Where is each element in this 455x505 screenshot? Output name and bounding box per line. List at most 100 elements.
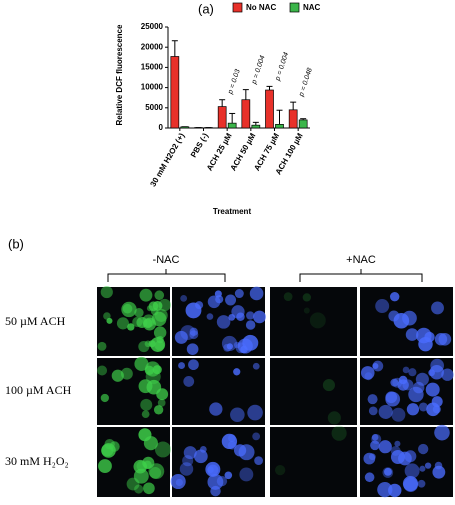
cell [143,482,155,494]
bar [276,124,284,128]
cell [209,402,222,415]
group-label: +NAC [346,254,376,266]
bar [266,90,274,128]
cell [147,380,162,395]
cell [228,434,236,442]
cell [304,308,310,314]
cell [363,453,375,465]
cell [223,344,231,352]
x-axis-label: Treatment [213,207,252,216]
cell [365,472,375,482]
bar [242,100,250,128]
cell [418,480,426,488]
cell [153,301,163,311]
cell [183,376,194,387]
cell [275,465,285,475]
cell [154,326,166,338]
y-axis-label: Relative DCF fluorescence [115,24,124,125]
cell [123,304,133,314]
cell [246,320,256,330]
micrograph [270,358,357,425]
cell [328,411,341,424]
cell [379,405,393,419]
p-value: p = 0.03 [227,68,242,95]
cell [435,333,447,345]
cell [419,402,428,411]
bar [299,120,307,128]
cell [230,407,245,422]
cell [390,292,399,301]
cell [225,295,236,306]
bar [218,107,226,128]
cell [391,408,405,422]
cell [407,403,419,415]
legend-label: No NAC [246,3,276,12]
panel-label: (b) [8,236,24,251]
cell [178,362,185,369]
cell [332,426,347,441]
bar [252,125,260,128]
cell [408,387,423,402]
cell [369,407,378,416]
cell [148,463,164,479]
cell [435,462,443,470]
bar [228,123,236,128]
p-value: p = 0.048 [298,67,314,98]
y-tick-label: 25000 [141,22,164,31]
cell [426,383,440,397]
row-label: 50 µM ACH [5,314,66,328]
cell [375,299,389,313]
cell [142,410,150,418]
cell [310,312,326,328]
cell [402,311,417,326]
bracket [300,269,422,282]
cell [377,482,392,497]
cell [416,328,432,344]
cell [368,394,378,404]
cell [97,366,107,376]
cell [372,361,383,372]
legend-label: NAC [303,3,321,12]
cell [186,302,202,318]
cell [431,302,444,315]
cell [433,405,441,413]
cell [217,315,231,329]
cell [233,368,240,375]
cell [240,346,248,354]
cell [138,341,149,352]
cell [210,486,220,496]
bracket [108,269,225,282]
cell [140,399,152,411]
y-tick-label: 5000 [145,103,163,112]
cell [101,444,113,456]
cell [98,342,107,351]
cell [234,342,240,348]
cell [207,313,214,320]
cell [391,450,405,464]
group-label: -NAC [153,254,180,266]
cell [101,286,113,298]
row-label: 100 µM ACH [5,383,72,397]
cell [405,463,420,478]
cell [284,292,293,301]
cell [207,466,214,473]
bar [289,110,297,128]
cell [429,365,443,379]
cell [303,293,311,301]
cell [134,485,143,494]
cell [187,343,199,355]
cell [150,337,165,352]
cell [158,399,166,407]
cell [371,434,381,444]
cell [98,459,112,473]
x-tick-label: 30 mM H2O2 (+) [148,131,186,188]
cell [112,370,124,382]
cell [228,314,235,321]
cell [101,394,109,402]
legend-swatch [233,3,242,12]
bar [181,127,189,128]
panel-label: (a) [198,1,214,16]
y-tick-label: 0 [159,123,164,132]
cell [217,476,227,486]
